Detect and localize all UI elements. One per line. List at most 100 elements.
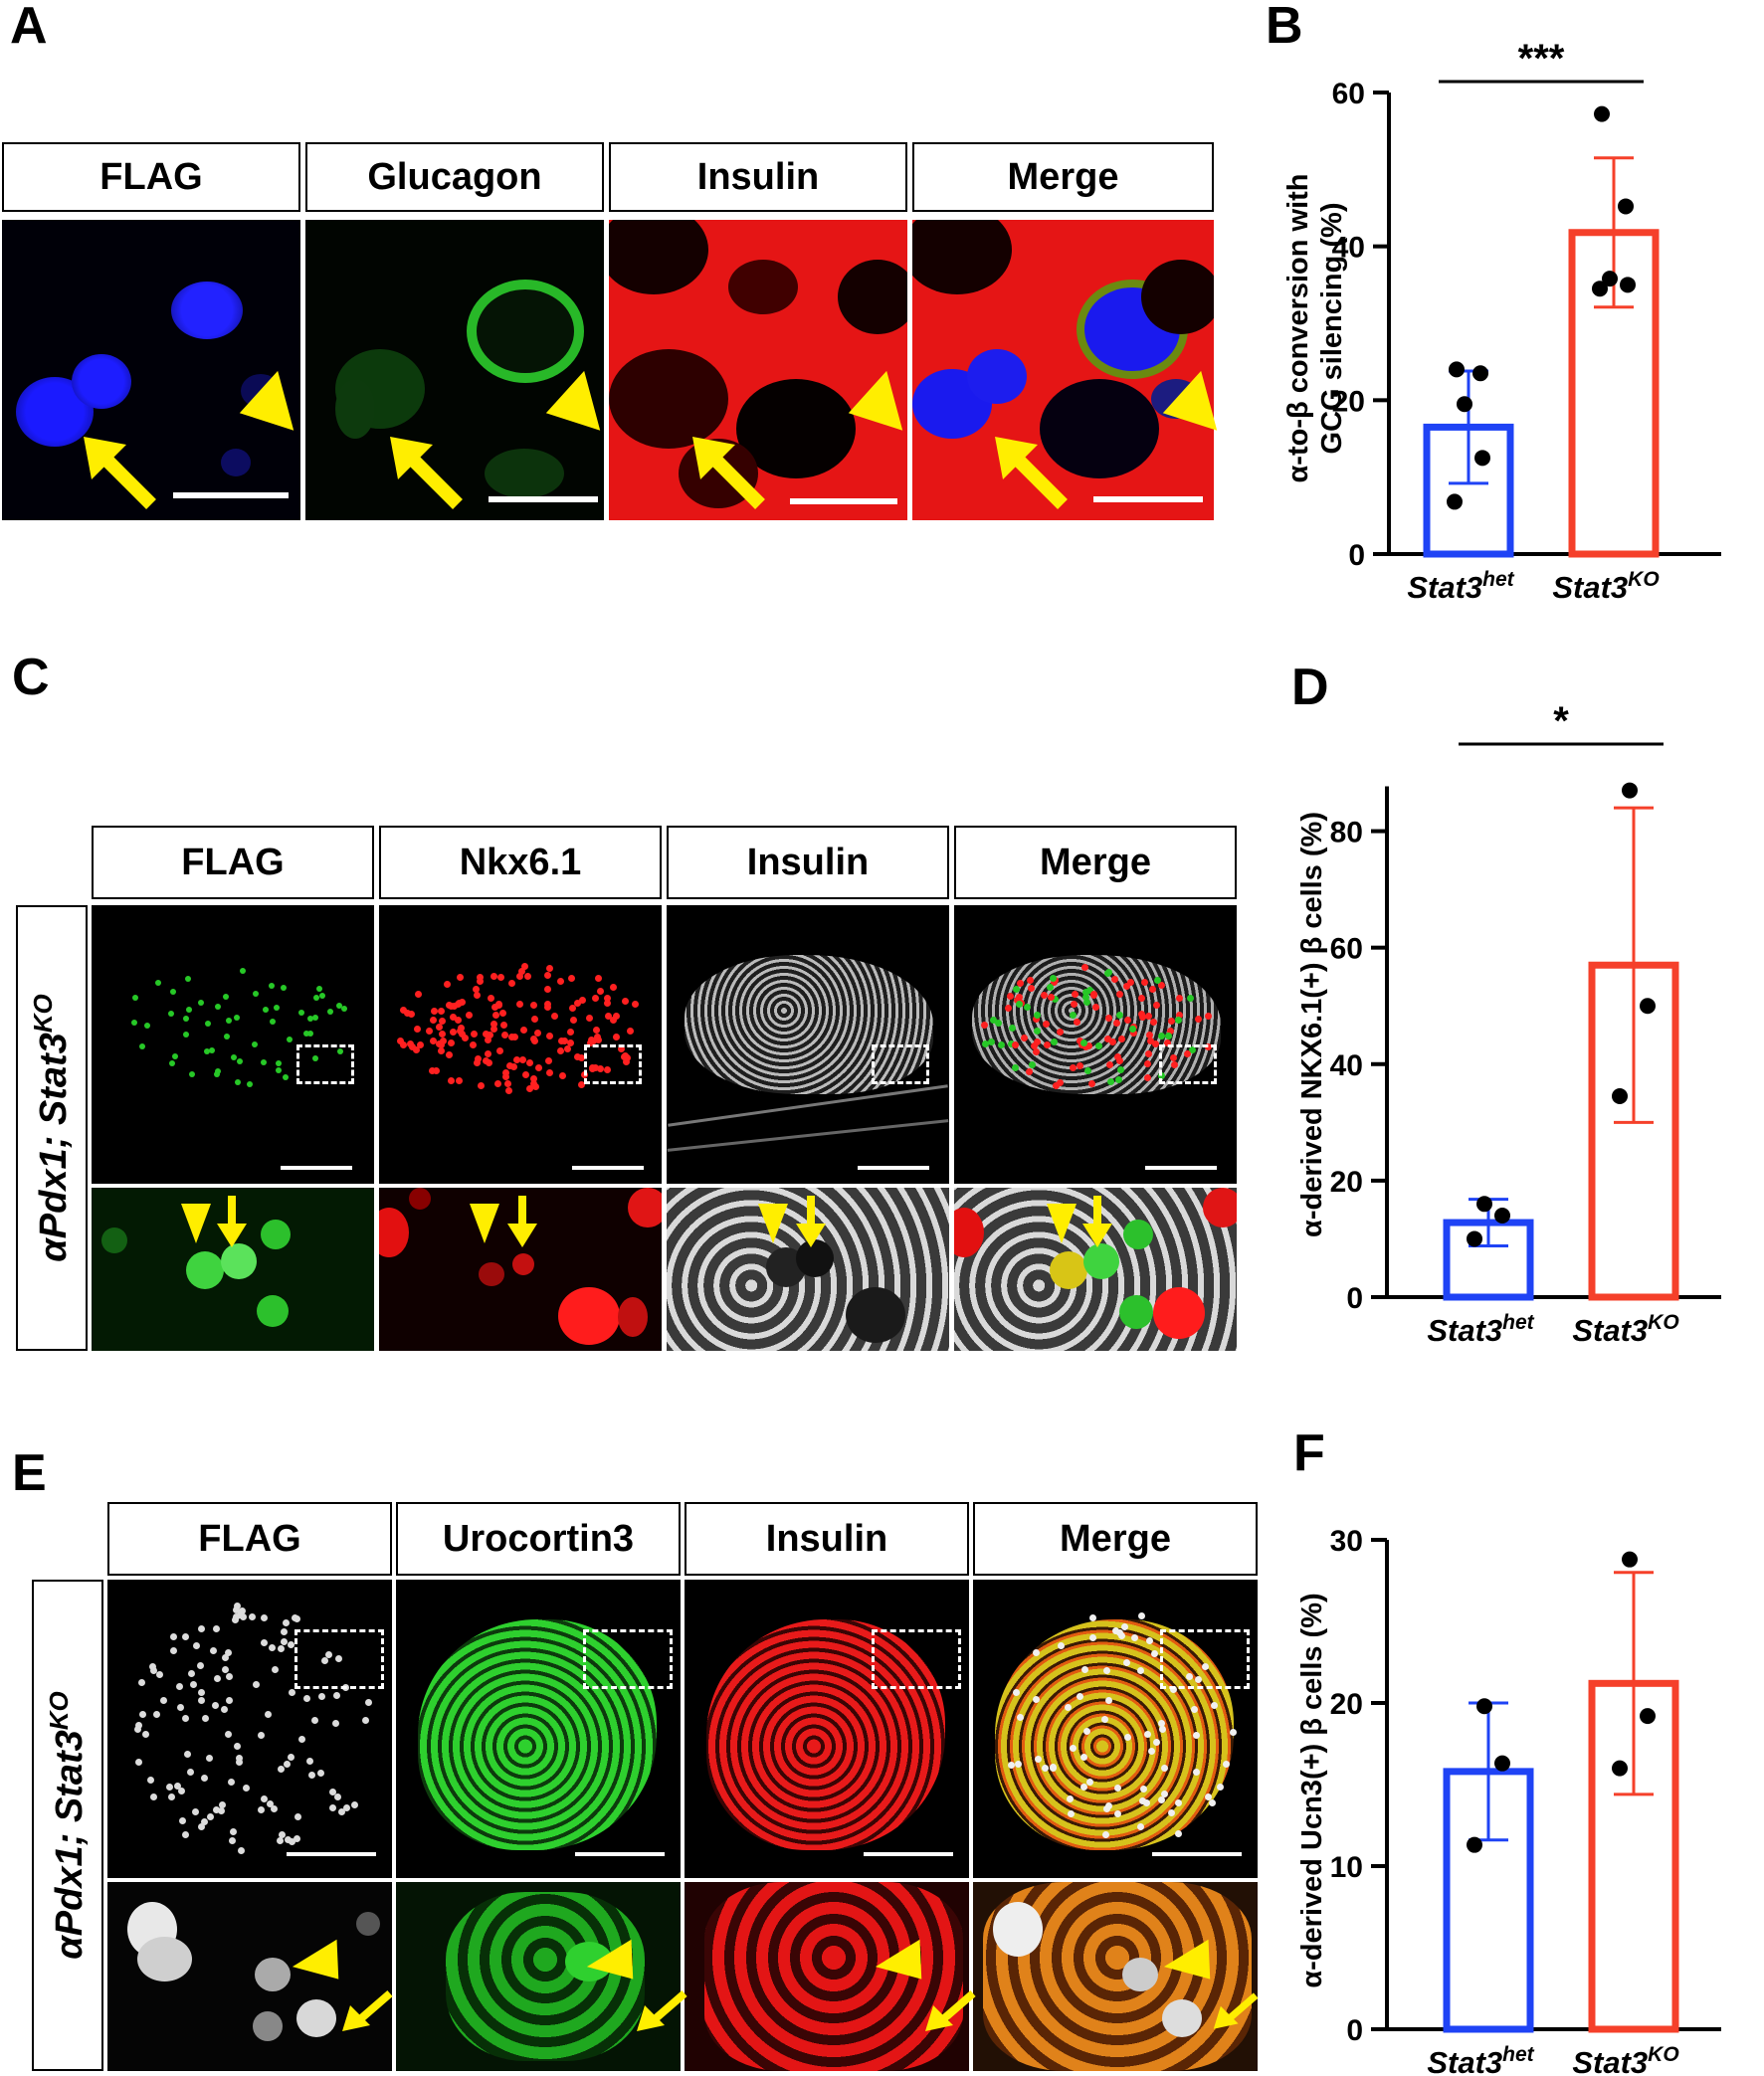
nucleus-dot bbox=[318, 1692, 326, 1700]
data-point bbox=[1618, 198, 1634, 215]
nucleus-dot bbox=[512, 1055, 520, 1063]
nucleus-dot bbox=[170, 988, 177, 995]
nucleus-dot bbox=[472, 985, 480, 993]
arrow-icon bbox=[995, 437, 1068, 509]
nucleus-dot bbox=[613, 1034, 621, 1041]
nucleus-dot bbox=[265, 1710, 273, 1718]
data-point bbox=[1612, 1760, 1628, 1777]
nucleus-dot bbox=[229, 1836, 237, 1844]
nucleus-dot bbox=[1105, 1801, 1113, 1809]
nucleus-dot bbox=[1056, 1028, 1064, 1036]
nucleus-dot bbox=[1084, 1042, 1092, 1050]
nucleus-dot bbox=[310, 1716, 318, 1724]
nucleus-dot bbox=[586, 1014, 594, 1022]
nucleus-dot bbox=[1073, 1019, 1080, 1027]
nucleus-dot bbox=[626, 1027, 634, 1035]
nucleus-dot bbox=[1088, 1613, 1096, 1621]
nucleus-dot bbox=[498, 1009, 506, 1017]
data-point bbox=[1612, 1087, 1628, 1104]
nucleus-dot bbox=[482, 1056, 490, 1064]
nucleus-dot bbox=[588, 1037, 596, 1044]
nucleus-dot bbox=[516, 1001, 523, 1009]
nucleus-dot bbox=[508, 979, 516, 987]
nucleus-dot bbox=[1175, 1011, 1183, 1019]
data-point bbox=[1467, 1230, 1482, 1247]
nucleus-dot bbox=[134, 1721, 142, 1729]
nucleus-dot bbox=[1083, 1728, 1091, 1736]
nucleus-dot bbox=[289, 1837, 296, 1845]
panel-e-image-merge-overview bbox=[973, 1580, 1258, 1878]
nucleus-dot bbox=[221, 1653, 229, 1661]
nucleus-dot bbox=[520, 962, 528, 970]
nucleus-dot bbox=[604, 1066, 612, 1074]
nucleus-dot bbox=[1041, 1764, 1049, 1772]
nucleus-dot bbox=[981, 1022, 989, 1030]
panel-e-image-flag-overview bbox=[107, 1580, 392, 1878]
nucleus-dot bbox=[1081, 964, 1089, 972]
nucleus-dot bbox=[1148, 1747, 1156, 1755]
nucleus-dot bbox=[231, 1053, 238, 1060]
nucleus-dot bbox=[191, 1807, 199, 1815]
nucleus-dot bbox=[138, 1678, 146, 1686]
nucleus-dot bbox=[1006, 993, 1014, 1001]
nucleus-dot bbox=[435, 1024, 443, 1032]
chart-f: 0 10 20 30 Stat3het Stat3KO α-derived Ucn3(+) … bbox=[1296, 1525, 1721, 2076]
nucleus-dot bbox=[473, 1058, 481, 1066]
nucleus-dot bbox=[234, 1015, 241, 1022]
nucleus-dot bbox=[522, 1070, 530, 1078]
nucleus-dot bbox=[1077, 1038, 1084, 1045]
nucleus-dot bbox=[569, 1004, 577, 1012]
nucleus-dot bbox=[1053, 1081, 1061, 1089]
nucleus-dot bbox=[1013, 986, 1021, 994]
x-tick-label: Stat3het bbox=[1427, 2043, 1534, 2076]
nucleus-dot bbox=[490, 972, 498, 980]
nucleus-dot bbox=[484, 1031, 491, 1038]
nucleus-dot bbox=[1165, 1032, 1173, 1039]
nucleus-dot bbox=[526, 1084, 534, 1092]
y-tick-label: 0 bbox=[1348, 539, 1365, 572]
nucleus-dot bbox=[306, 1015, 313, 1022]
nucleus-dot bbox=[530, 1016, 538, 1024]
nucleus-dot bbox=[1114, 1075, 1122, 1083]
y-axis-label: α-to-β conversion with bbox=[1282, 173, 1314, 482]
nucleus-dot bbox=[462, 1035, 470, 1042]
nucleus-dot bbox=[206, 1755, 214, 1763]
nucleus-dot bbox=[446, 1001, 453, 1009]
nucleus-dot bbox=[1011, 1063, 1019, 1071]
nucleus-dot bbox=[570, 1017, 578, 1025]
nucleus-dot bbox=[362, 1716, 369, 1724]
nucleus-dot bbox=[282, 1074, 289, 1081]
arrowhead-icon bbox=[1163, 1939, 1211, 1980]
nucleus-dot bbox=[1193, 1731, 1201, 1739]
panel-e-label-merge: Merge bbox=[973, 1502, 1258, 1576]
nucleus-dot bbox=[532, 1082, 540, 1090]
nucleus-dot bbox=[1144, 1731, 1152, 1739]
nucleus-dot bbox=[545, 964, 553, 972]
nucleus-dot bbox=[408, 1042, 416, 1050]
nucleus-dot bbox=[305, 1758, 313, 1766]
nucleus-dot bbox=[495, 1001, 503, 1009]
nucleus-dot bbox=[281, 984, 288, 991]
nucleus-dot bbox=[621, 998, 629, 1006]
panel-a-image-merge bbox=[912, 220, 1214, 520]
nucleus-dot bbox=[516, 972, 524, 980]
y-tick-label: 0 bbox=[1346, 2014, 1363, 2047]
nucleus-dot bbox=[223, 1033, 230, 1039]
nucleus-dot bbox=[1014, 1761, 1022, 1769]
nucleus-dot bbox=[1157, 1795, 1165, 1803]
chart-d: 0 20 40 60 80 Stat3het Stat3KO * α-derived NKX6.… bbox=[1296, 699, 1721, 1348]
nucleus-dot bbox=[307, 1031, 314, 1038]
nucleus-dot bbox=[226, 1017, 233, 1024]
nucleus-dot bbox=[1113, 1020, 1121, 1027]
nucleus-dot bbox=[324, 1650, 332, 1658]
y-tick-label: 80 bbox=[1330, 817, 1363, 849]
nucleus-dot bbox=[144, 1023, 151, 1030]
nucleus-dot bbox=[505, 1087, 513, 1095]
x-tick-label: Stat3het bbox=[1407, 568, 1514, 605]
nucleus-dot bbox=[1144, 1074, 1152, 1082]
nucleus-dot bbox=[1116, 1057, 1124, 1065]
nucleus-dot bbox=[454, 1017, 462, 1025]
panel-c-image-flag-overview bbox=[92, 905, 374, 1184]
panel-c-label-nkx61: Nkx6.1 bbox=[379, 826, 662, 899]
nucleus-dot bbox=[397, 1038, 405, 1045]
